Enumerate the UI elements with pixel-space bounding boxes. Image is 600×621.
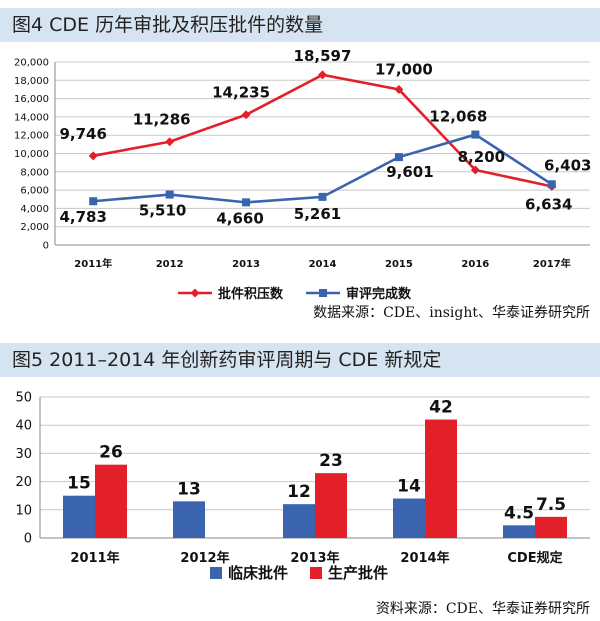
legend-swatch — [310, 567, 322, 579]
legend-marker — [319, 289, 327, 297]
figure4-title: 图4 CDE 历年审批及积压批件的数量 — [0, 8, 600, 42]
y-tick-label: 4,000 — [20, 204, 49, 215]
legend-label: 审评完成数 — [346, 286, 412, 302]
data-point — [471, 130, 480, 139]
data-point — [318, 70, 327, 80]
series-line — [93, 133, 553, 204]
bar — [63, 495, 95, 538]
data-point — [394, 84, 404, 94]
y-tick-label: 0 — [43, 241, 49, 252]
data-point — [394, 153, 403, 162]
y-tick-label: 0 — [24, 532, 32, 547]
data-point — [547, 180, 556, 189]
y-tick-label: 20 — [15, 475, 32, 490]
x-tick-label: 2015 — [385, 259, 413, 270]
bar — [283, 504, 315, 538]
data-label: 42 — [429, 398, 453, 418]
axis: 0 10 20 30 40 50 2011年 2012年 2013年 2014年 CDE规定 — [15, 391, 590, 566]
x-tick-label: 2012 — [156, 259, 184, 270]
data-label: 18,597 — [294, 50, 352, 65]
line-chart: 0 2,000 4,000 6,000 8,000 10,000 12,000 14,000 1… — [14, 50, 592, 302]
data-label: 9,601 — [386, 163, 433, 181]
y-tick-label: 14,000 — [14, 112, 49, 123]
data-label: 9,746 — [59, 125, 106, 143]
bar — [535, 516, 567, 538]
y-tick-label: 16,000 — [14, 94, 49, 105]
data-label: 12,068 — [429, 108, 487, 126]
bar — [425, 419, 457, 538]
x-tick-label: 2016 — [461, 259, 489, 270]
y-tick-label: 12,000 — [14, 131, 49, 142]
x-tick-label: 2011年 — [74, 257, 112, 270]
x-tick-label: 2017年 — [533, 257, 571, 270]
bar — [393, 498, 425, 538]
data-label: 8,200 — [458, 148, 505, 166]
x-tick-label: 2011年 — [70, 550, 119, 566]
x-tick-label: 2012年 — [180, 550, 229, 566]
data-label: 4,783 — [59, 208, 106, 226]
y-tick-label: 10 — [15, 503, 32, 518]
y-tick-label: 50 — [15, 391, 32, 406]
data-labels: 15 26 13 12 23 14 42 4.5 7.5 — [67, 398, 566, 524]
legend-marker — [190, 288, 200, 298]
data-label: 14,235 — [212, 84, 270, 102]
legend: 临床批件 生产批件 — [210, 564, 388, 582]
data-label: 13 — [177, 479, 201, 499]
bar — [173, 501, 205, 538]
legend: 批件积压数 审评完成数 — [178, 286, 412, 302]
data-label: 5,510 — [139, 202, 186, 220]
legend-label: 临床批件 — [228, 564, 288, 582]
data-label: 4,660 — [216, 209, 263, 227]
legend-label: 批件积压数 — [218, 286, 284, 302]
figure5-title: 图5 2011–2014 年创新药审评周期与 CDE 新规定 — [0, 343, 600, 377]
data-label: 6,403 — [544, 156, 591, 174]
bar — [95, 464, 127, 538]
data-label: 12 — [287, 482, 311, 502]
x-tick-label: 2013 — [232, 259, 260, 270]
axis: 0 2,000 4,000 6,000 8,000 10,000 12,000 14,000 1… — [14, 58, 590, 270]
data-point — [470, 165, 480, 175]
data-point — [318, 192, 327, 201]
data-label: 11,286 — [133, 111, 191, 129]
data-point — [89, 197, 98, 206]
data-point — [88, 151, 98, 161]
x-tick-label: CDE规定 — [507, 550, 562, 566]
figure4-source: 数据来源：CDE、insight、华泰证券研究所 — [313, 305, 590, 321]
y-tick-label: 10,000 — [14, 149, 49, 160]
bar-chart: 0 10 20 30 40 50 2011年 2012年 2013年 2014年 CDE规定 15 2… — [15, 391, 590, 582]
data-point — [241, 110, 251, 120]
legend-swatch — [210, 567, 222, 579]
y-tick-label: 18,000 — [14, 76, 49, 87]
bar — [315, 473, 347, 538]
data-label: 5,261 — [294, 205, 341, 223]
data-label: 4.5 — [504, 503, 534, 523]
y-tick-label: 2,000 — [20, 222, 49, 233]
data-labels: 9,746 11,286 14,235 18,597 17,000 8,200 6,403 4… — [59, 50, 591, 227]
data-label: 15 — [67, 474, 91, 494]
data-point — [165, 190, 174, 199]
data-label: 26 — [99, 443, 123, 463]
legend-label: 生产批件 — [328, 564, 388, 582]
grid — [55, 61, 590, 246]
data-label: 6,634 — [525, 195, 572, 213]
figure5-source: 资料来源：CDE、华泰证券研究所 — [375, 601, 590, 617]
bar — [503, 525, 535, 538]
y-tick-label: 40 — [15, 419, 32, 434]
y-tick-label: 20,000 — [14, 58, 49, 69]
series-group — [88, 70, 557, 207]
series-line — [92, 73, 553, 188]
data-point — [242, 198, 251, 207]
data-point — [165, 137, 175, 147]
y-tick-label: 8,000 — [20, 167, 49, 178]
y-tick-label: 30 — [15, 447, 32, 462]
x-tick-label: 2013年 — [290, 550, 339, 566]
x-tick-label: 2014年 — [400, 550, 449, 566]
y-tick-label: 6,000 — [20, 186, 49, 197]
x-tick-label: 2014 — [309, 259, 337, 270]
data-label: 7.5 — [536, 495, 566, 515]
bars — [63, 419, 567, 538]
data-label: 23 — [319, 451, 343, 471]
data-label: 17,000 — [375, 60, 433, 78]
data-label: 14 — [397, 477, 421, 497]
